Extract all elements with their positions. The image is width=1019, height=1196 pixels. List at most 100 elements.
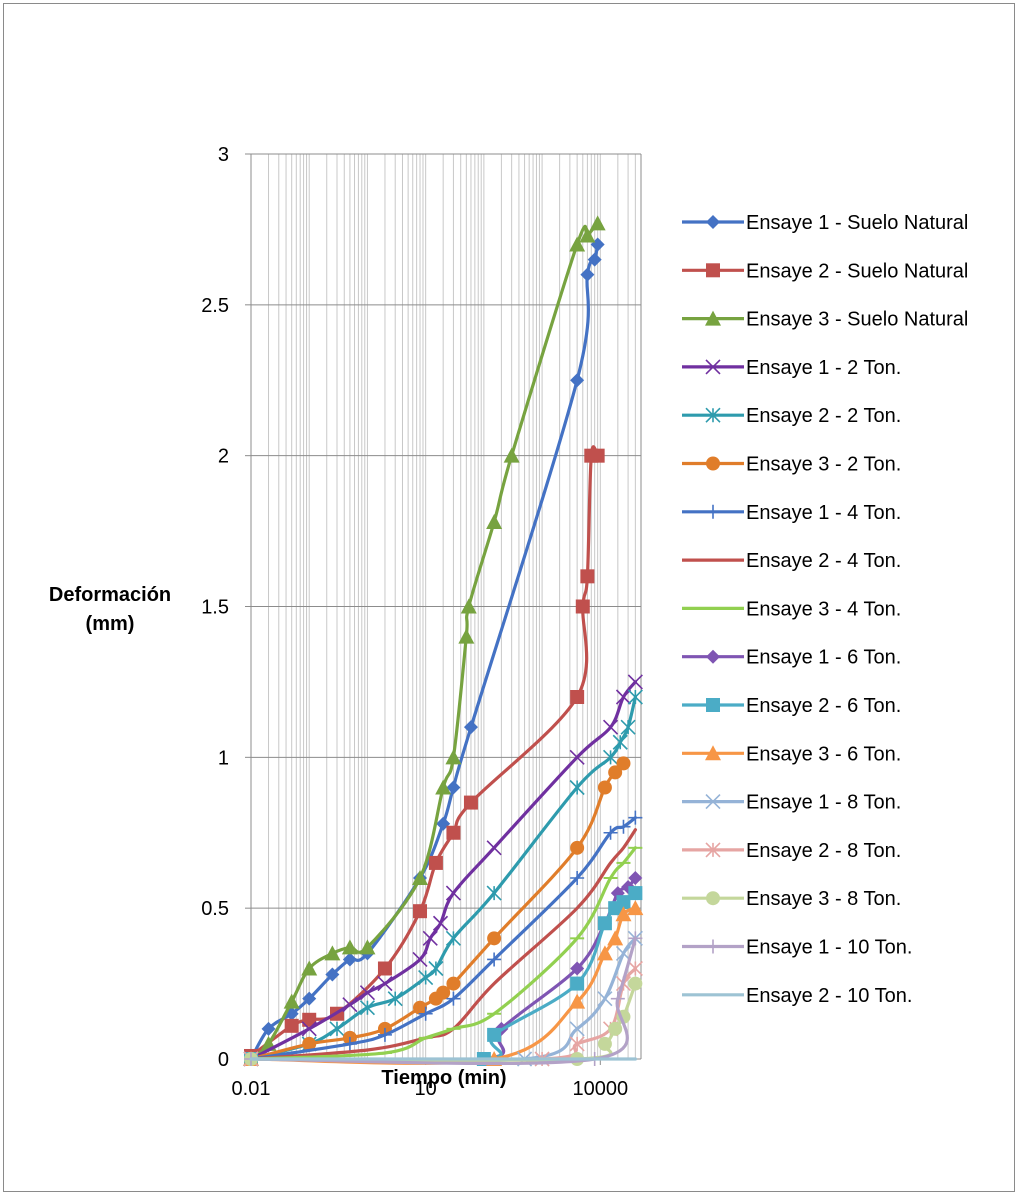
legend-entry: Ensaye 3 - Suelo Natural xyxy=(682,309,968,331)
data-point xyxy=(432,915,449,931)
legend-label: Ensaye 2 - 8 Ton. xyxy=(746,840,901,862)
data-point xyxy=(446,780,461,795)
legend-label: Ensaye 1 - 6 Ton. xyxy=(746,647,901,669)
data-point xyxy=(486,885,502,901)
data-point xyxy=(587,252,602,267)
x-tick-label: 10 xyxy=(415,1078,437,1100)
legend-entry: Ensaye 2 - 8 Ton. xyxy=(682,840,901,862)
legend-entry: Ensaye 2 - 4 Ton. xyxy=(682,550,901,572)
data-point xyxy=(463,795,478,810)
legend-entry: Ensaye 1 - 6 Ton. xyxy=(682,647,901,669)
legend-label: Ensaye 3 - 8 Ton. xyxy=(746,888,901,910)
data-point xyxy=(422,930,438,946)
legend-entry: Ensaye 3 - 2 Ton. xyxy=(682,454,901,476)
data-point xyxy=(603,825,618,840)
series-line xyxy=(249,828,637,1061)
chart: 0 0.5 1 1.5 2 2.5 3 0.01 10 10000 Tiempo (min) De… xyxy=(49,144,968,1100)
y-tick-label: 2 xyxy=(218,446,229,468)
data-point xyxy=(435,779,452,795)
data-point xyxy=(596,945,613,961)
legend-swatch-marker xyxy=(705,794,721,810)
data-point xyxy=(436,985,451,1000)
data-point xyxy=(486,514,503,530)
data-point xyxy=(301,1021,317,1037)
legend-label: Ensaye 1 - Suelo Natural xyxy=(746,212,968,234)
legend-entry: Ensaye 1 - 10 Ton. xyxy=(682,937,912,959)
y-tick-label: 1 xyxy=(218,747,229,769)
legend-swatch-marker xyxy=(706,649,720,664)
grid xyxy=(250,153,642,1060)
legend-entry: Ensaye 2 - 10 Ton. xyxy=(682,985,912,1007)
data-point xyxy=(342,952,357,967)
data-point xyxy=(418,1006,433,1021)
data-point xyxy=(359,1000,376,1016)
data-point xyxy=(284,1018,299,1033)
series-8 xyxy=(249,828,637,1061)
y-tick-label: 1.5 xyxy=(201,597,229,619)
data-point xyxy=(302,1036,317,1051)
legend-swatch-marker xyxy=(706,215,720,229)
data-point xyxy=(627,689,643,705)
data-point xyxy=(302,991,317,1006)
legend-label: Ensaye 3 - 6 Ton. xyxy=(746,743,901,765)
data-point xyxy=(418,969,434,986)
data-point xyxy=(569,1021,585,1037)
y-axis-title-line-2: (mm) xyxy=(86,613,135,635)
x-axis-title: Tiempo (min) xyxy=(381,1067,506,1089)
data-point xyxy=(628,871,643,885)
legend-swatch-marker xyxy=(706,456,720,471)
data-point xyxy=(569,749,585,765)
data-point xyxy=(445,930,461,946)
legend-entry: Ensaye 3 - 4 Ton. xyxy=(682,598,901,620)
series-line xyxy=(249,242,600,1061)
data-point xyxy=(575,599,590,614)
legend-swatch-marker xyxy=(706,263,720,278)
data-point xyxy=(342,1036,357,1051)
legend-label: Ensaye 3 - Suelo Natural xyxy=(746,309,968,331)
legend-entry: Ensaye 3 - 6 Ton. xyxy=(682,743,901,765)
data-point xyxy=(302,1012,317,1027)
data-point xyxy=(628,976,643,991)
y-tick-label: 0 xyxy=(218,1049,229,1071)
data-point xyxy=(627,960,643,977)
data-point xyxy=(301,960,318,976)
data-point xyxy=(569,993,586,1009)
legend-entry: Ensaye 2 - 2 Ton. xyxy=(682,405,901,427)
data-point xyxy=(580,267,595,282)
data-point xyxy=(359,985,376,1001)
legend-swatch-marker xyxy=(706,939,720,954)
legend-entry: Ensaye 2 - Suelo Natural xyxy=(682,260,968,282)
data-point xyxy=(487,952,502,967)
y-tick-label: 0.5 xyxy=(201,898,229,920)
legend-label: Ensaye 3 - 2 Ton. xyxy=(746,454,901,476)
y-tick-label: 3 xyxy=(218,144,229,166)
data-point xyxy=(615,689,632,705)
series-1 xyxy=(244,237,605,1066)
data-point xyxy=(387,991,403,1007)
data-point xyxy=(615,906,632,922)
data-point xyxy=(487,931,502,946)
legend-swatch-marker xyxy=(705,310,721,326)
legend-swatch-marker xyxy=(706,504,720,519)
legend: Ensaye 1 - Suelo Natural Ensaye 2 - Suelo… xyxy=(682,212,968,1007)
tick-labels: 0 0.5 1 1.5 2 2.5 3 0.01 10 10000 xyxy=(201,144,628,1100)
data-point xyxy=(607,930,624,946)
data-point xyxy=(589,215,606,231)
legend-label: Ensaye 1 - 8 Ton. xyxy=(746,792,901,814)
data-point xyxy=(570,961,585,976)
data-point xyxy=(580,569,595,584)
data-point xyxy=(579,227,596,243)
series-2 xyxy=(244,445,605,1063)
data-point xyxy=(570,690,585,704)
legend-label: Ensaye 1 - 2 Ton. xyxy=(746,357,901,379)
data-point xyxy=(597,1036,612,1051)
data-point xyxy=(628,810,643,825)
data-point xyxy=(413,1000,428,1015)
data-point xyxy=(602,719,619,735)
legend-label: Ensaye 2 - Suelo Natural xyxy=(746,260,968,282)
data-point xyxy=(377,961,392,976)
y-tick-label: 2.5 xyxy=(201,295,229,317)
data-point xyxy=(570,871,585,885)
data-point xyxy=(412,951,428,968)
series-line xyxy=(249,221,600,1061)
